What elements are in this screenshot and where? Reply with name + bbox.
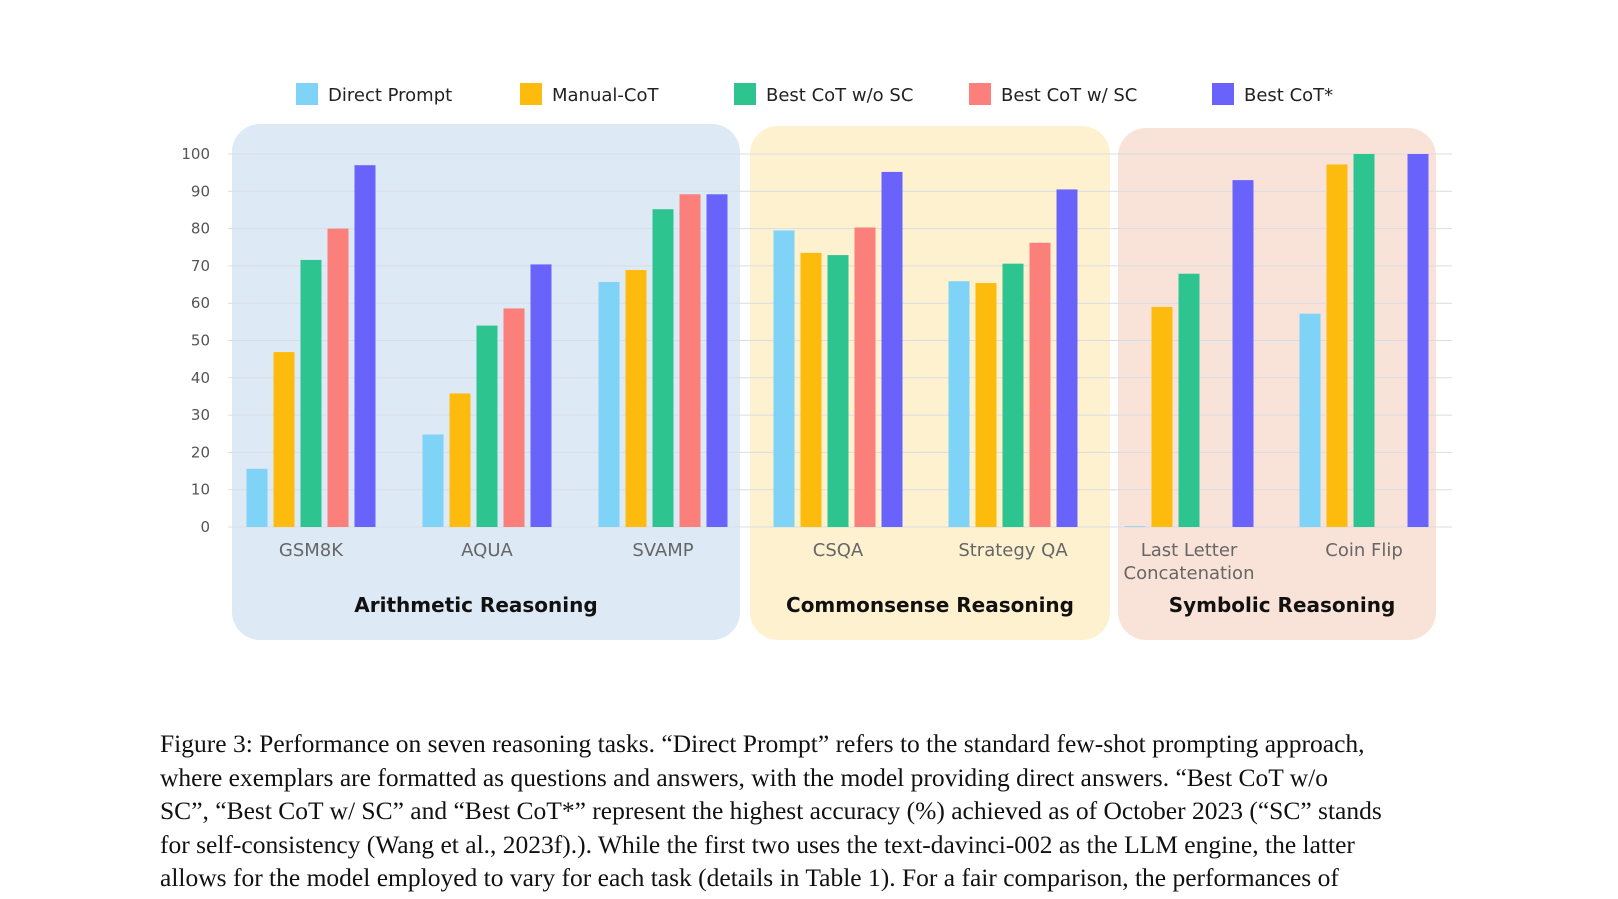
group-label: Symbolic Reasoning xyxy=(1169,593,1396,617)
caption-line: for self-consistency (Wang et al., 2023f… xyxy=(160,829,1355,859)
legend-swatch xyxy=(520,83,542,105)
bar xyxy=(854,227,876,527)
y-axis-ticks: 0 10 20 30 40 50 60 70 80 90 100 xyxy=(181,145,210,536)
x-tick-label: Strategy QA xyxy=(958,540,1068,561)
bar xyxy=(1326,164,1348,527)
group-label: Arithmetic Reasoning xyxy=(354,593,597,617)
bar xyxy=(449,393,471,527)
bar xyxy=(948,281,970,527)
y-tick-label: 80 xyxy=(191,220,210,238)
bar xyxy=(503,308,525,527)
x-tick-label: AQUA xyxy=(461,540,513,561)
y-tick-label: 40 xyxy=(191,369,210,387)
caption-line: SC”, “Best CoT w/ SC” and “Best CoT*” re… xyxy=(160,796,1382,826)
y-tick-label: 100 xyxy=(181,145,210,163)
legend-swatch xyxy=(1212,83,1234,105)
group-label: Commonsense Reasoning xyxy=(786,593,1074,617)
x-tick-label: CSQA xyxy=(813,540,864,561)
y-tick-label: 60 xyxy=(191,294,210,312)
bar xyxy=(800,252,822,527)
bar xyxy=(1029,242,1051,528)
legend-label: Best CoT w/ SC xyxy=(1001,85,1137,106)
group-labels: Arithmetic Reasoning Commonsense Reasonin… xyxy=(354,593,1395,617)
bar xyxy=(625,270,647,527)
y-tick-label: 50 xyxy=(191,332,210,350)
bar xyxy=(1002,263,1024,527)
x-tick-label: Last Letter Concatenation xyxy=(1124,540,1255,584)
x-axis-labels: GSM8K AQUA SVAMP CSQA Strategy QA Last Letter… xyxy=(279,540,1403,584)
caption-line: where exemplars are formatted as questio… xyxy=(160,762,1328,792)
x-tick-label: SVAMP xyxy=(632,540,693,561)
bar xyxy=(422,434,444,527)
bar xyxy=(246,468,268,527)
bar xyxy=(975,283,997,527)
bar xyxy=(1151,306,1173,527)
y-tick-label: 20 xyxy=(191,443,210,461)
bar xyxy=(1178,273,1200,527)
bar xyxy=(1353,154,1375,527)
bar xyxy=(354,165,376,527)
bar xyxy=(598,281,620,527)
caption-line: allows for the model employed to vary fo… xyxy=(160,863,1339,893)
bar xyxy=(679,194,701,527)
chart: 0 10 20 30 40 50 60 70 80 90 100 GSM8K AQUA SVAMP CSQ… xyxy=(181,83,1452,640)
legend-label: Best CoT* xyxy=(1244,85,1333,106)
legend-swatch xyxy=(734,83,756,105)
x-tick-label: Coin Flip xyxy=(1325,540,1403,561)
legend-label: Best CoT w/o SC xyxy=(766,85,913,106)
bar xyxy=(652,209,674,528)
bar xyxy=(1299,313,1321,527)
caption-line: Figure 3: Performance on seven reasoning… xyxy=(160,729,1365,758)
y-tick-label: 0 xyxy=(200,518,210,536)
figure-caption: Figure 3: Performance on seven reasoning… xyxy=(160,727,1472,895)
bar xyxy=(1232,180,1254,528)
y-tick-label: 10 xyxy=(191,481,210,499)
bars xyxy=(246,154,1429,528)
bar xyxy=(273,352,295,527)
bar xyxy=(773,230,795,527)
legend-label: Direct Prompt xyxy=(328,85,452,106)
legend-label: Manual-CoT xyxy=(552,85,659,106)
y-tick-label: 90 xyxy=(191,182,210,200)
y-tick-label: 70 xyxy=(191,257,210,275)
bar xyxy=(827,255,849,527)
legend-swatch xyxy=(296,83,318,105)
bar xyxy=(300,259,322,527)
legend: Direct Prompt Manual-CoT Best CoT w/o SC Be… xyxy=(296,83,1333,106)
bar xyxy=(1056,189,1078,527)
bar xyxy=(530,264,552,527)
bar xyxy=(476,325,498,527)
bar xyxy=(881,171,903,528)
y-tick-label: 30 xyxy=(191,406,210,424)
x-tick-label: GSM8K xyxy=(279,540,344,561)
bar xyxy=(327,228,349,527)
bar xyxy=(1407,154,1429,527)
legend-swatch xyxy=(969,83,991,105)
bar xyxy=(706,194,728,527)
bar xyxy=(1124,526,1146,527)
